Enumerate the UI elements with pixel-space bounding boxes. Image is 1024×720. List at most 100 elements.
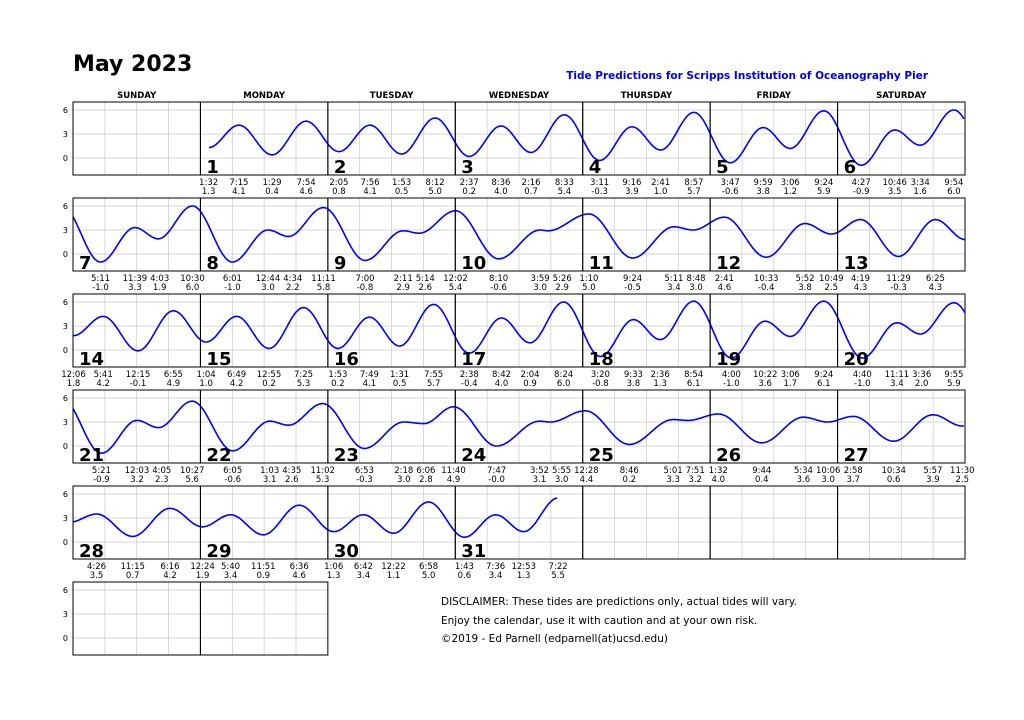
- tide-height-label: 5.4: [449, 283, 463, 293]
- day-number: 24: [461, 445, 486, 466]
- tide-height-label: 1.3: [202, 187, 216, 197]
- tide-time-label: 6:58: [419, 562, 438, 572]
- tide-time-label: 5:11: [664, 274, 683, 284]
- tide-height-label: 3.0: [821, 475, 835, 485]
- y-tick-label: 3: [63, 130, 68, 139]
- day-cell: [837, 197, 966, 272]
- tide-height-label: -0.3: [356, 475, 373, 485]
- tide-height-label: 6.1: [687, 379, 701, 389]
- tide-time-label: 4:00: [722, 370, 741, 380]
- tide-height-label: -0.6: [722, 187, 739, 197]
- tide-height-label: 4.4: [580, 475, 594, 485]
- tide-time-label: 9:24: [814, 178, 833, 188]
- day-number: 13: [844, 253, 869, 274]
- tide-time-label: 3:06: [781, 370, 800, 380]
- tide-time-label: 5:57: [923, 466, 942, 476]
- tide-height-label: 4.1: [232, 187, 246, 197]
- tide-height-label: -0.9: [93, 475, 110, 485]
- day-number: 9: [334, 253, 347, 274]
- tide-height-label: 3.1: [533, 475, 547, 485]
- y-tick-label: 0: [63, 250, 68, 259]
- y-tick-label: 6: [63, 490, 68, 499]
- tide-time-label: 5:26: [553, 274, 572, 284]
- day-cell: [199, 581, 329, 656]
- day-cell: [837, 101, 966, 176]
- y-tick-label: 0: [63, 154, 68, 163]
- disclaimer: DISCLAIMER: These tides are predictions …: [441, 593, 797, 649]
- day-number: 23: [334, 445, 359, 466]
- tide-height-label: 5.5: [551, 571, 565, 581]
- tide-time-label: 2:05: [329, 178, 348, 188]
- tide-time-label: 6:49: [227, 370, 246, 380]
- tide-time-label: 2:16: [521, 178, 540, 188]
- tide-curve: [72, 400, 964, 455]
- y-tick-label: 6: [63, 298, 68, 307]
- tide-height-label: 4.6: [718, 283, 732, 293]
- tide-height-label: 0.9: [523, 379, 537, 389]
- tide-time-label: 3:11: [590, 178, 609, 188]
- day-number: 3: [461, 157, 474, 178]
- tide-height-label: 5.7: [427, 379, 441, 389]
- tide-time-label: 10:46: [882, 178, 907, 188]
- tide-time-label: 6:06: [416, 466, 435, 476]
- day-cell: [837, 293, 966, 368]
- tide-time-label: 2:36: [651, 370, 670, 380]
- day-header: THURSDAY: [621, 91, 673, 101]
- tide-height-label: 3.4: [224, 571, 238, 581]
- tide-height-label: -0.1: [130, 379, 147, 389]
- y-tick-label: 3: [63, 226, 68, 235]
- y-tick-label: 6: [63, 586, 68, 595]
- tide-time-label: 10:33: [754, 274, 779, 284]
- tide-height-label: -0.4: [758, 283, 775, 293]
- tide-time-label: 11:15: [120, 562, 145, 572]
- tide-height-label: -0.3: [591, 187, 608, 197]
- day-number: 29: [206, 541, 231, 562]
- tide-time-label: 10:27: [180, 466, 205, 476]
- tide-height-label: 2.6: [419, 283, 433, 293]
- tide-height-label: 0.6: [887, 475, 901, 485]
- tide-height-label: 0.5: [395, 187, 409, 197]
- tide-height-label: 0.2: [262, 379, 276, 389]
- tide-time-label: 3:47: [721, 178, 740, 188]
- day-number: 11: [589, 253, 614, 274]
- tide-height-label: -0.9: [853, 187, 870, 197]
- tide-time-label: 9:54: [944, 178, 963, 188]
- tide-height-label: 3.0: [555, 475, 569, 485]
- tide-time-label: 6:42: [354, 562, 373, 572]
- y-tick-label: 3: [63, 514, 68, 523]
- tide-height-label: 3.0: [261, 283, 275, 293]
- tide-height-label: -0.8: [357, 283, 374, 293]
- tide-time-label: 5:21: [92, 466, 111, 476]
- tide-height-label: 4.2: [163, 571, 177, 581]
- tide-time-label: 1:10: [579, 274, 598, 284]
- tide-time-label: 9:33: [624, 370, 643, 380]
- tide-time-label: 8:36: [491, 178, 510, 188]
- tide-height-label: 3.4: [667, 283, 681, 293]
- tide-height-label: 3.4: [890, 379, 904, 389]
- tide-time-label: 5:40: [221, 562, 240, 572]
- tide-height-label: 3.6: [758, 379, 772, 389]
- disclaimer-line: Enjoy the calendar, use it with caution …: [441, 614, 758, 627]
- tide-height-label: 0.2: [462, 187, 476, 197]
- tide-time-label: 7:49: [360, 370, 379, 380]
- tide-height-label: 4.2: [230, 379, 244, 389]
- tide-time-label: 7:15: [229, 178, 248, 188]
- tide-height-label: 2.8: [419, 475, 433, 485]
- tide-curve: [72, 205, 966, 263]
- tide-time-label: 11:51: [251, 562, 276, 572]
- tide-height-label: 3.0: [397, 475, 411, 485]
- tide-height-label: 3.8: [756, 187, 770, 197]
- tide-height-label: 3.8: [627, 379, 641, 389]
- tide-height-label: 3.3: [128, 283, 142, 293]
- tide-height-label: 2.9: [555, 283, 569, 293]
- tide-height-label: 2.5: [956, 475, 970, 485]
- day-cell: [837, 389, 966, 464]
- day-number: 17: [461, 349, 486, 370]
- tide-time-label: 8:24: [554, 370, 573, 380]
- tide-time-label: 11:40: [441, 466, 466, 476]
- tide-time-label: 2:58: [844, 466, 863, 476]
- tide-time-label: 9:24: [623, 274, 642, 284]
- tide-height-label: 6.0: [186, 283, 200, 293]
- tide-time-label: 6:55: [164, 370, 183, 380]
